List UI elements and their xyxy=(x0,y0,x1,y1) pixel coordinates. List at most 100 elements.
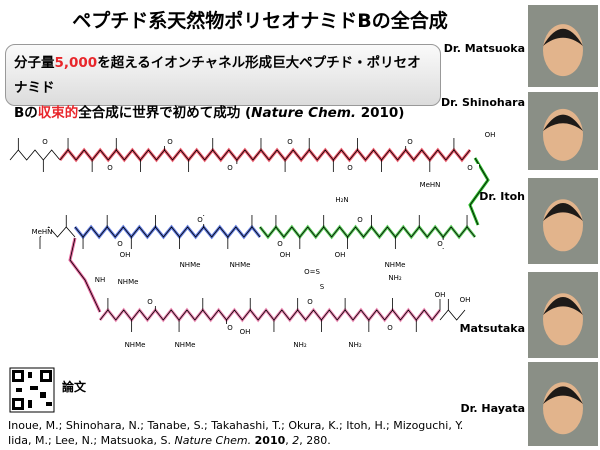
label-bg xyxy=(119,278,137,286)
atom-label: OH xyxy=(120,251,131,259)
atom-label: O xyxy=(277,240,283,248)
backbone xyxy=(99,309,441,321)
backbone xyxy=(74,226,261,238)
atom-label: H₂N xyxy=(335,196,348,204)
backbone xyxy=(439,309,466,321)
hair xyxy=(543,296,583,315)
text-line: Inoue, M.; Shinohara, N.; Tanabe, S.; Ta… xyxy=(8,418,463,433)
label-bg xyxy=(351,216,369,224)
citation: Inoue, M.; Shinohara, N.; Tanabe, S.; Ta… xyxy=(8,418,463,448)
atom-label: O xyxy=(227,164,233,172)
person-caption: Dr. Matsuoka xyxy=(443,42,525,55)
atom-label: O xyxy=(287,138,293,146)
label-bg xyxy=(421,181,439,189)
text-run: 5,000 xyxy=(54,55,98,71)
label-bg xyxy=(456,296,474,304)
atom-label: NHMe xyxy=(385,261,406,269)
backbone xyxy=(469,157,489,226)
label-bg xyxy=(291,341,309,349)
label-bg xyxy=(331,251,349,259)
label-bg xyxy=(386,274,404,282)
atom-label: NHMe xyxy=(180,261,201,269)
photo xyxy=(528,272,598,358)
label-bg xyxy=(313,283,331,291)
person-caption: Dr. Hayata xyxy=(460,402,525,415)
text-run: Iida, M.; Lee, N.; Matsuoka, S. xyxy=(8,434,175,447)
backbone xyxy=(59,149,471,161)
atom-label: O xyxy=(227,324,233,332)
label-bg xyxy=(431,291,449,299)
hair xyxy=(543,386,583,404)
label-bg xyxy=(431,240,449,248)
photo xyxy=(528,178,598,264)
label-bg xyxy=(346,341,364,349)
atom-label: O xyxy=(167,138,173,146)
atom-label: O xyxy=(467,164,473,172)
label-bg xyxy=(333,196,351,204)
atom-label: OH xyxy=(335,251,346,259)
atom-label: NHMe xyxy=(175,341,196,349)
photo xyxy=(528,362,598,446)
text-run: Inoue, M.; Shinohara, N.; Tanabe, S.; Ta… xyxy=(8,419,464,432)
atom-label: O xyxy=(387,324,393,332)
text-line: Bの収束的全合成に世界で初めて成功 (Nature Chem. 2010) xyxy=(14,101,432,126)
text-run: 収束的 xyxy=(37,105,79,121)
hair xyxy=(543,114,583,131)
atom-label: O=S xyxy=(304,268,320,276)
label-bg xyxy=(303,268,321,276)
label-bg xyxy=(481,131,499,139)
label-bg xyxy=(33,228,51,236)
label-bg xyxy=(271,240,289,248)
text-run: , xyxy=(285,434,293,447)
label-bg xyxy=(191,216,209,224)
label-bg xyxy=(141,298,159,306)
label-bg xyxy=(101,164,119,172)
atom-label: NHMe xyxy=(125,341,146,349)
photo xyxy=(528,5,598,87)
atom-label: NH₂ xyxy=(293,341,307,349)
hair xyxy=(543,202,583,221)
label-bg xyxy=(401,138,419,146)
label-bg xyxy=(301,298,319,306)
atom-label: NHMe xyxy=(118,278,139,286)
atom-label: OH xyxy=(280,251,291,259)
label-bg xyxy=(236,328,254,336)
backbone xyxy=(259,226,476,238)
slide-title: ペプチド系天然物ポリセオナミドBの全合成 xyxy=(72,10,448,32)
text-run: の xyxy=(24,105,38,121)
backbone-highlight xyxy=(68,237,102,313)
atom-label: OH xyxy=(460,296,471,304)
label-bg xyxy=(381,324,399,332)
text-run: B xyxy=(14,105,25,121)
text-run: 2010) xyxy=(356,105,405,121)
text-line: 分子量5,000を超えるイオンチャネル形成巨大ペプチド・ポリセオナミド xyxy=(14,51,432,101)
label-bg xyxy=(161,138,179,146)
atom-label: O xyxy=(357,216,363,224)
atom-label: S xyxy=(320,283,325,291)
text-run: 全合成に世界で初めて成功 ( xyxy=(78,105,252,121)
label-bg xyxy=(91,276,109,284)
atom-label: NH₂ xyxy=(348,341,362,349)
atom-label: O xyxy=(307,298,313,306)
atom-label: OH xyxy=(435,291,446,299)
label-bg xyxy=(281,138,299,146)
atom-label: O xyxy=(437,240,443,248)
photo xyxy=(528,92,598,170)
qr-code xyxy=(9,367,55,413)
person-caption: Dr. Itoh xyxy=(479,190,525,203)
label-bg xyxy=(461,164,479,172)
backbone xyxy=(69,237,101,313)
text-run: 2010 xyxy=(254,434,286,447)
text-run: , 280. xyxy=(299,434,331,447)
atom-label: O xyxy=(407,138,413,146)
text-run: 分子量 xyxy=(14,55,55,71)
atom-label: O xyxy=(42,138,48,146)
atom-label: NH₂ xyxy=(388,274,402,282)
atom-label: O xyxy=(347,164,353,172)
text-run: Nature Chem. xyxy=(174,434,252,447)
label-bg xyxy=(181,261,199,269)
qr-label: 論文 xyxy=(62,380,87,394)
atom-label: MeHN xyxy=(32,228,53,236)
